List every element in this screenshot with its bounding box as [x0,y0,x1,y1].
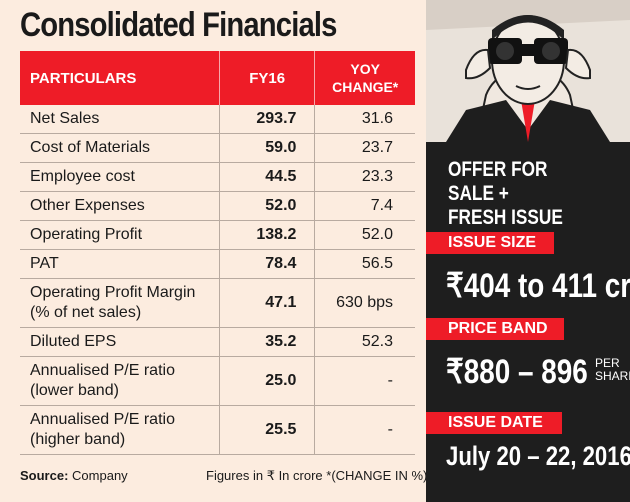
row-yoy: - [314,356,415,406]
table-row: Annualised P/E ratio (lower band) 25.0 - [20,356,415,406]
row-label: PAT [20,249,220,279]
row-yoy: 52.3 [314,327,415,357]
header-fy16: FY16 [218,51,315,105]
man-with-binoculars-illustration [426,0,630,142]
offer-type: OFFER FOR SALE + FRESH ISSUE [448,158,596,230]
row-label: Diluted EPS [20,327,220,357]
row-label: Net Sales [20,105,220,134]
units-note: Figures in ₹ In crore *(CHANGE IN %) [206,468,428,483]
price-band-label: PRICE BAND [426,318,564,340]
offer-line2: FRESH ISSUE [448,206,563,229]
row-fy16: 138.2 [218,220,315,250]
table-row: Diluted EPS 35.2 52.3 [20,327,415,357]
row-fy16: 78.4 [218,249,315,279]
row-fy16: 25.0 [218,356,315,406]
row-label: Operating Profit Margin (% of net sales) [20,278,220,328]
row-label: Employee cost [20,162,220,192]
row-label-line2: (lower band) [30,382,119,399]
ipo-info-panel: OFFER FOR SALE + FRESH ISSUE ISSUE SIZE … [426,0,630,502]
row-label-line2: (higher band) [30,431,126,448]
row-label: Annualised P/E ratio (lower band) [20,356,220,406]
table-row: Other Expenses 52.0 7.4 [20,191,415,221]
row-yoy: 630 bps [314,278,415,328]
source-value: Company [72,468,128,483]
table-footer: Source: Company Figures in ₹ In crore *(… [20,468,427,483]
row-label: Operating Profit [20,220,220,250]
issue-date-label: ISSUE DATE [426,412,562,434]
table-row: Operating Profit Margin (% of net sales)… [20,278,415,328]
issue-size-label: ISSUE SIZE [426,232,554,254]
row-fy16: 52.0 [218,191,315,221]
page-title: Consolidated Financials [20,6,337,44]
table-row: Employee cost 44.5 23.3 [20,162,415,192]
row-yoy: 56.5 [314,249,415,279]
per-line2: SHARE [595,369,630,383]
source-label: Source: [20,468,69,483]
row-fy16: 44.5 [218,162,315,192]
row-label-line1: Annualised P/E ratio [30,362,175,379]
row-yoy: 23.7 [314,133,415,163]
financials-table: PARTICULARS FY16 YOY CHANGE* Net Sales 2… [20,51,415,455]
row-yoy: 7.4 [314,191,415,221]
row-label: Annualised P/E ratio (higher band) [20,405,220,455]
row-fy16: 293.7 [218,105,315,134]
price-band-value: ₹880 – 896 [446,353,588,391]
row-label-line2: (% of net sales) [30,304,142,321]
issue-date-value: July 20 – 22, 2016 [446,441,630,471]
row-yoy: 23.3 [314,162,415,192]
table-row: Annualised P/E ratio (higher band) 25.5 … [20,405,415,455]
offer-line1: OFFER FOR SALE + [448,158,548,205]
header-yoy-change: YOY CHANGE* [314,51,415,105]
table-row: Cost of Materials 59.0 23.7 [20,133,415,163]
row-yoy: 31.6 [314,105,415,134]
per-share-label: PER SHARE [595,357,630,383]
issue-size-value: ₹404 to 411 cr [446,267,630,305]
table-row: Net Sales 293.7 31.6 [20,105,415,134]
row-label: Other Expenses [20,191,220,221]
row-label-line1: Annualised P/E ratio [30,411,175,428]
row-yoy: 52.0 [314,220,415,250]
header-yoy-line2: CHANGE* [332,79,399,95]
row-label-line1: Operating Profit Margin [30,284,196,301]
row-fy16: 47.1 [218,278,315,328]
row-fy16: 59.0 [218,133,315,163]
per-line1: PER [595,356,620,370]
header-particulars: PARTICULARS [20,51,220,105]
row-yoy: - [314,405,415,455]
table-row: PAT 78.4 56.5 [20,249,415,279]
header-yoy-line1: YOY [350,61,380,77]
row-fy16: 25.5 [218,405,315,455]
table-row: Operating Profit 138.2 52.0 [20,220,415,250]
row-label: Cost of Materials [20,133,220,163]
row-fy16: 35.2 [218,327,315,357]
table-header-row: PARTICULARS FY16 YOY CHANGE* [20,51,415,105]
